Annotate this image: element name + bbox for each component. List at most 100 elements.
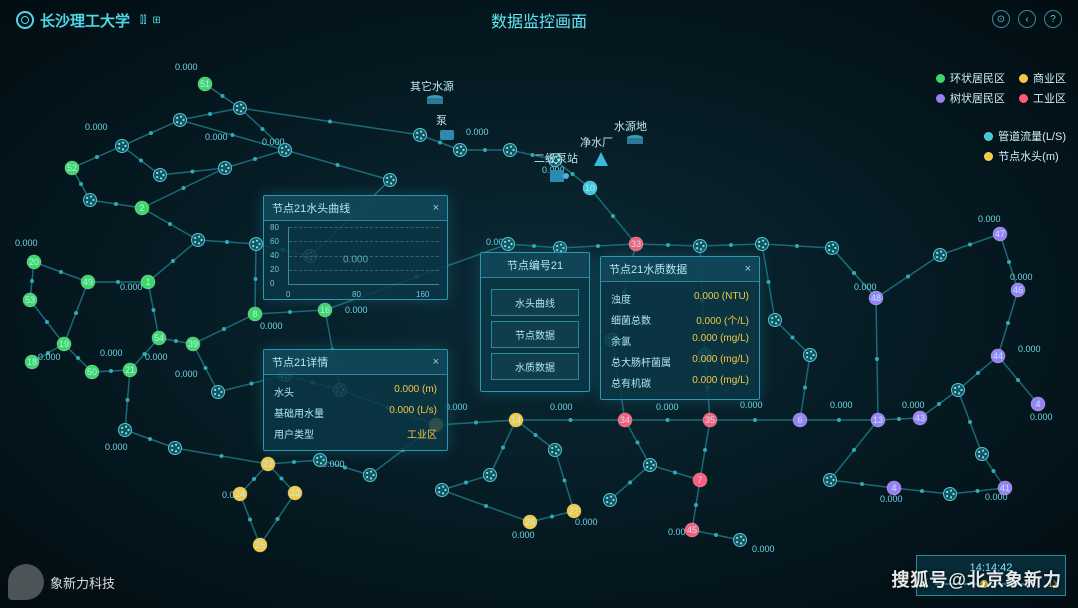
pipe-edge[interactable] [894,488,950,494]
pipe-edge[interactable] [92,370,130,372]
pipe-edge[interactable] [950,488,1005,494]
grid-mode-icon[interactable]: ⊞ [152,15,160,26]
network-node[interactable] [804,349,817,362]
pipe-edge[interactable] [64,344,92,372]
pipe-edge[interactable] [998,356,1038,404]
pipe-edge[interactable] [255,244,256,314]
pipe-edge[interactable] [830,480,894,488]
network-node[interactable]: 10 [583,181,597,195]
network-node[interactable] [504,144,517,157]
pipe-edge[interactable] [555,450,574,511]
pipe-edge[interactable] [34,262,88,282]
pipe-edge[interactable] [148,240,198,282]
pipe-edge[interactable] [590,188,636,244]
network-node[interactable] [116,140,129,153]
pipe-edge[interactable] [762,244,832,248]
pipe-edge[interactable] [940,234,1000,255]
network-node[interactable]: 41 [998,481,1012,495]
pipe-edge[interactable] [830,420,878,480]
pipe-edge[interactable] [193,344,218,392]
pipe-edge[interactable] [998,290,1018,356]
network-node[interactable]: 27 [567,504,581,518]
network-node[interactable]: 26 [523,515,537,529]
pipe-edge[interactable] [240,108,420,135]
network-node[interactable]: 7 [693,473,707,487]
pipe-edge[interactable] [175,448,268,464]
network-node[interactable] [234,102,247,115]
close-icon[interactable]: × [745,263,751,275]
pipe-edge[interactable] [442,475,490,490]
network-node[interactable]: 4 [1031,397,1045,411]
pipe-edge[interactable] [72,146,122,168]
pipe-edge[interactable] [560,244,636,248]
detail-panel[interactable]: 节点21详情 × 水头0.000 (m)基础用水量0.000 (L/s)用户类型… [263,349,448,451]
menu-button[interactable]: 水质数据 [491,353,579,380]
network-node[interactable]: 25 [253,538,267,552]
network-node[interactable]: 20 [27,255,41,269]
network-node[interactable]: 13 [871,413,885,427]
pipe-edge[interactable] [260,493,295,545]
legend-zone-item[interactable]: 商业区 [1019,70,1066,86]
pipe-edge[interactable] [508,244,560,248]
pipe-edge[interactable] [64,282,88,344]
network-node[interactable] [314,454,327,467]
pipe-edge[interactable] [268,460,320,464]
network-node[interactable] [279,144,292,157]
network-node[interactable] [502,238,515,251]
network-node[interactable] [694,240,707,253]
network-node[interactable]: 39 [186,337,200,351]
legend-layer-item[interactable]: 管道流量(L/S) [984,128,1066,144]
pipe-edge[interactable] [530,511,574,522]
pipe-edge[interactable] [285,150,390,180]
pipe-edge[interactable] [800,355,810,420]
pipe-edge[interactable] [516,420,555,450]
network-node[interactable] [484,469,497,482]
quality-panel[interactable]: 节点21水质数据 × 浊度0.000 (NTU)细菌总数0.000 (个/L)余… [600,256,760,400]
network-node[interactable] [944,488,957,501]
network-node[interactable] [414,129,427,142]
network-node[interactable]: 21 [123,363,137,377]
network-node[interactable]: 4 [887,481,901,495]
menu-panel[interactable]: 节点编号21 水头曲线节点数据水质数据 [480,252,590,392]
network-node[interactable] [212,386,225,399]
pipe-edge[interactable] [775,320,810,355]
pipe-edge[interactable] [32,344,64,362]
chart-panel[interactable]: 节点21水头曲线 × 80 60 40 20 0 0 80 160 0.000 [263,195,448,300]
network-node[interactable]: 35 [703,413,717,427]
legend-layer-item[interactable]: 节点水头(m) [984,148,1066,164]
network-node[interactable]: 24 [233,487,247,501]
pipe-edge[interactable] [610,465,650,500]
network-node[interactable] [952,384,965,397]
pipe-edge[interactable] [636,244,700,246]
close-icon[interactable]: × [433,202,439,214]
pipe-edge[interactable] [762,244,775,320]
network-node[interactable]: 50 [85,365,99,379]
network-node[interactable]: 45 [685,523,699,537]
network-node[interactable] [454,144,467,157]
network-node[interactable] [364,469,377,482]
pipe-edge[interactable] [878,418,920,420]
network-node[interactable] [769,314,782,327]
pipe-edge[interactable] [692,480,700,530]
pipe-edge[interactable] [700,244,762,246]
network-node[interactable] [119,424,132,437]
pipe-edge[interactable] [268,464,295,493]
header-mode-icons[interactable]: ⫿⫿ ⊞ [140,15,161,26]
pipe-edge[interactable] [125,430,175,448]
network-node[interactable] [436,484,449,497]
help-icon[interactable]: ? [1044,10,1062,28]
pipe-edge[interactable] [876,255,940,298]
network-node[interactable]: 43 [913,411,927,425]
pipe-edge[interactable] [625,420,650,465]
pipe-edge[interactable] [198,240,256,244]
pipe-edge[interactable] [225,150,285,168]
network-node[interactable]: 19 [57,337,71,351]
pipe-edge[interactable] [142,208,198,240]
pipe-edge[interactable] [442,490,530,522]
network-node[interactable] [826,242,839,255]
network-node[interactable] [549,444,562,457]
network-node[interactable]: 14 [509,413,523,427]
network-node[interactable]: 22 [261,457,275,471]
pipe-edge[interactable] [180,120,285,150]
network-node[interactable] [604,494,617,507]
